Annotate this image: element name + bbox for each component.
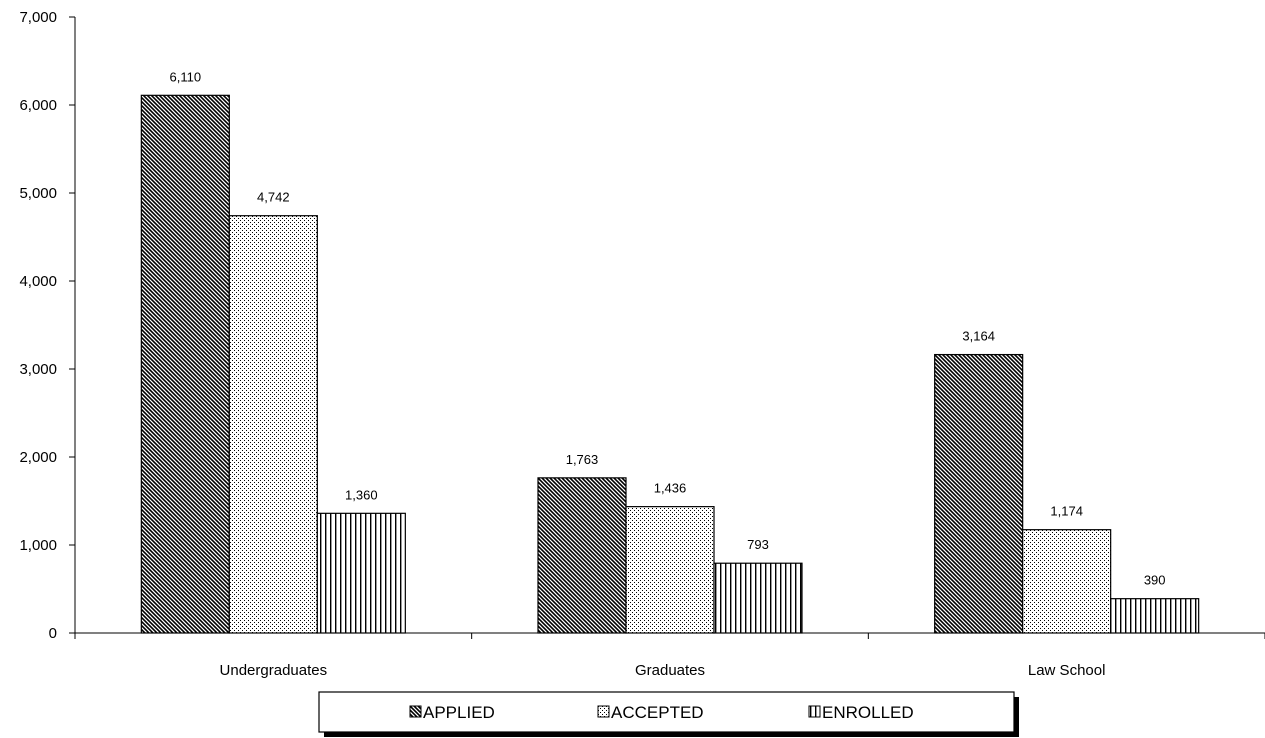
bar-accepted [625, 506, 715, 634]
bar-accepted [1022, 529, 1112, 634]
category-label: Undergraduates [220, 662, 328, 679]
legend-box [318, 691, 1015, 733]
legend-swatch-enrolled [808, 705, 821, 718]
data-label: 1,174 [1050, 504, 1083, 519]
data-label: 3,164 [962, 329, 995, 344]
legend-swatch-applied [409, 705, 422, 718]
data-label: 390 [1144, 573, 1166, 588]
y-tick-label: 2,000 [19, 449, 57, 466]
y-tick-label: 4,000 [19, 273, 57, 290]
legend-label-accepted: ACCEPTED [611, 703, 704, 722]
bar-enrolled [713, 562, 803, 634]
legend: APPLIED ACCEPTED ENROLLED [318, 691, 1019, 737]
bar-applied [140, 94, 230, 634]
data-label: 1,763 [566, 452, 599, 467]
y-tick-label: 1,000 [19, 537, 57, 554]
y-tick-label: 3,000 [19, 361, 57, 378]
bar-enrolled [1110, 598, 1200, 634]
category-label: Law School [1028, 662, 1106, 679]
bar-enrolled [316, 512, 406, 634]
data-label: 793 [747, 537, 769, 552]
legend-label-enrolled: ENROLLED [822, 703, 914, 722]
bar-applied [537, 477, 627, 634]
legend-swatch-accepted [597, 705, 610, 718]
data-label: 1,360 [345, 487, 378, 502]
bar-applied [934, 353, 1024, 634]
y-tick-label: 6,000 [19, 97, 57, 114]
y-tick-label: 7,000 [19, 9, 57, 26]
data-label: 6,110 [170, 69, 202, 84]
data-label: 1,436 [654, 481, 687, 496]
bar-accepted [228, 215, 318, 634]
y-tick-label: 0 [49, 625, 57, 642]
category-label: Graduates [635, 662, 705, 679]
plot-area: 0 1,000 2,000 3,000 4,000 5,000 6,000 7,000 6,11… [19, 9, 1265, 679]
data-label: 4,742 [257, 190, 290, 205]
legend-label-applied: APPLIED [423, 703, 495, 722]
y-tick-label: 5,000 [19, 185, 57, 202]
